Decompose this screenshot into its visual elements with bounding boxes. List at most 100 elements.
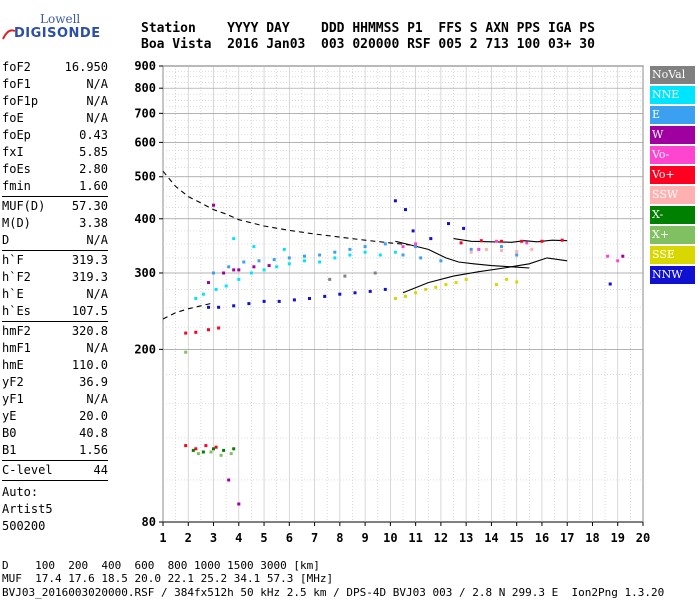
echo-point-vo- — [520, 239, 524, 243]
y-tick-label: 200 — [134, 342, 156, 356]
param-row: yE 20.0 — [2, 408, 108, 425]
echo-point-e — [257, 259, 261, 263]
echo-point-e — [363, 245, 367, 249]
param-label: fmin — [2, 179, 31, 193]
echo-point-e — [439, 259, 443, 263]
x-tick-label: 6 — [286, 531, 293, 545]
param-label: foE — [2, 111, 24, 125]
param-row: B1 1.56 — [2, 442, 108, 459]
param-row: h`F2 319.3 — [2, 269, 108, 286]
echo-point-nne — [201, 292, 205, 296]
echo-point-nne — [282, 247, 286, 251]
param-value: N/A — [86, 233, 108, 247]
echo-point-nnw — [404, 208, 407, 212]
param-value: 319.3 — [71, 253, 108, 267]
param-value: 320.8 — [71, 324, 108, 338]
echo-point-nnw — [368, 289, 372, 293]
echo-point-vo- — [477, 247, 481, 251]
model-profile-line — [162, 302, 214, 320]
echo-point-x- — [219, 453, 223, 457]
param-value: N/A — [86, 287, 108, 301]
legend-item-vo-: Vo- — [650, 146, 695, 164]
echo-point-nne — [333, 256, 337, 260]
parameter-list: foF2 16.950 foF1 N/A foF1p N/A foE N/A foEp 0.43 f… — [2, 59, 108, 482]
auto-artist: Artist5 — [2, 502, 53, 516]
legend-item-sse: SSE — [650, 246, 695, 264]
param-label: fxI — [2, 145, 24, 159]
param-value: 44 — [93, 463, 108, 477]
logo-line1: Lowell — [40, 12, 81, 26]
param-value: 20.0 — [79, 409, 108, 423]
param-row: C-level 44 — [2, 462, 108, 479]
param-row: foF1p N/A — [2, 93, 108, 110]
echo-point-x- — [191, 448, 195, 452]
echo-point-vo- — [459, 241, 463, 245]
echo-point-ssw — [484, 247, 488, 251]
echo-point-e — [383, 242, 387, 246]
echo-point-nnw — [277, 299, 281, 303]
param-value: 36.9 — [79, 375, 108, 389]
param-row: foE N/A — [2, 110, 108, 127]
param-row: fxI 5.85 — [2, 144, 108, 161]
echo-point-nne — [378, 253, 382, 257]
y-tick-label: 500 — [134, 170, 156, 184]
digisonde-logo: Lowell DIGISONDE — [2, 10, 100, 46]
param-row: h`F 319.3 — [2, 252, 108, 269]
param-value: 1.60 — [79, 179, 108, 193]
echo-point-e — [303, 254, 306, 258]
echo-point-x- — [212, 447, 215, 451]
y-tick-label: 900 — [134, 59, 156, 73]
logo-line2: DIGISONDE — [14, 26, 101, 41]
echo-point-vo- — [479, 239, 483, 243]
param-value: N/A — [86, 94, 108, 108]
echo-point-w — [237, 268, 241, 272]
chart-echo-points — [184, 199, 625, 506]
x-tick-label: 3 — [210, 531, 217, 545]
x-tick-label: 16 — [535, 531, 549, 545]
auto-code: 500200 — [2, 519, 46, 533]
param-row: B0 40.8 — [2, 425, 108, 442]
x-tick-label: 4 — [235, 531, 242, 545]
footer-file-info: BVJ03_2016003020000.RSF / 384fx512h 50 k… — [2, 586, 665, 599]
param-label: foF2 — [2, 60, 31, 74]
param-label: h`Es — [2, 304, 31, 318]
param-label: h`F — [2, 253, 24, 267]
param-row: h`E N/A — [2, 286, 108, 303]
trace-line — [453, 238, 568, 243]
echo-point-nnw — [338, 292, 342, 296]
echo-point-nne — [214, 287, 218, 291]
echo-point-vo- — [560, 238, 564, 242]
echo-point-e — [333, 250, 337, 254]
echo-point-sse — [393, 297, 397, 300]
param-divider — [2, 321, 108, 322]
param-row: M(D) 3.38 — [2, 215, 108, 232]
param-divider — [2, 196, 108, 197]
echo-point-vo- — [606, 254, 610, 258]
echo-point-w — [212, 203, 215, 207]
param-value: N/A — [86, 111, 108, 125]
param-row: foEp 0.43 — [2, 127, 108, 144]
echo-point-e — [401, 253, 405, 257]
param-value: 16.950 — [64, 60, 108, 74]
y-tick-label: 700 — [134, 106, 156, 120]
echo-point-e — [212, 271, 215, 275]
param-row: h`Es 107.5 — [2, 303, 108, 320]
echo-point-noval — [373, 271, 377, 275]
echo-point-vo- — [214, 445, 218, 449]
echo-point-vo- — [495, 239, 498, 243]
echo-point-nne — [232, 237, 236, 241]
footer-distance-row: D 100 200 400 600 800 1000 1500 3000 [km… — [2, 559, 320, 572]
auto-label: Auto: — [2, 485, 39, 499]
echo-point-w — [237, 502, 241, 506]
param-label: M(D) — [2, 216, 31, 230]
echo-point-nne — [224, 284, 228, 288]
chart-tick-labels: 1 2 3 4 5 6 7 8 9 10 11 12 13 14 15 16 17 18 19 20802003004… — [134, 59, 650, 545]
param-label: B1 — [2, 443, 17, 457]
legend-item-ssw: SSW — [650, 186, 695, 204]
echo-point-nnw — [383, 287, 387, 291]
echo-point-e — [515, 253, 519, 257]
echo-point-nne — [249, 271, 253, 275]
echo-point-nne — [318, 260, 322, 264]
legend-item-vo-: Vo+ — [650, 166, 695, 184]
echo-point-vo- — [194, 447, 198, 451]
